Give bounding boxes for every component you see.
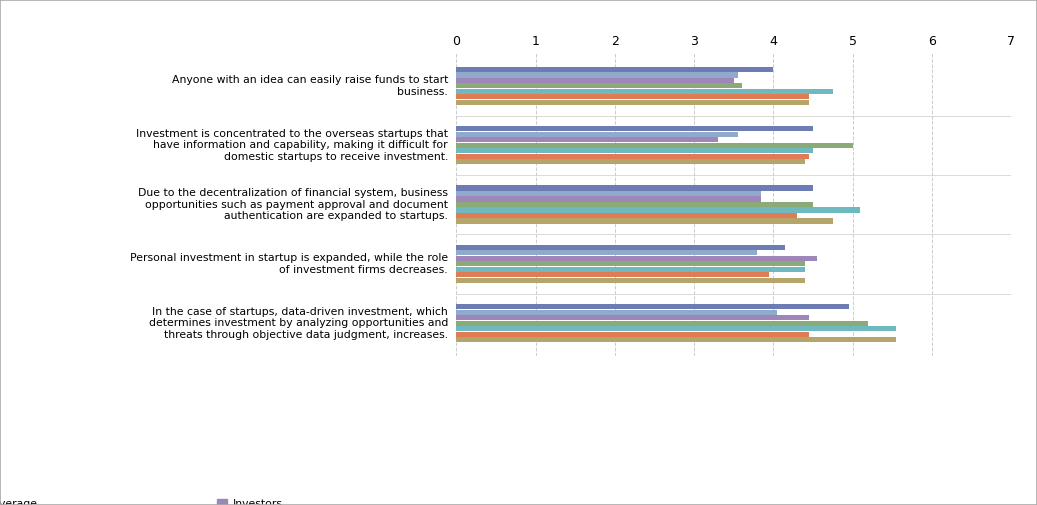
Bar	[456, 94, 809, 99]
Bar	[456, 278, 805, 283]
Bar	[456, 185, 813, 191]
Bar	[456, 310, 778, 315]
Bar	[456, 321, 868, 326]
Bar	[456, 142, 852, 148]
Bar	[456, 67, 774, 72]
Bar	[456, 218, 833, 224]
Bar	[456, 256, 817, 261]
Bar	[456, 250, 757, 256]
Bar	[456, 213, 797, 218]
Bar	[456, 245, 785, 250]
Bar	[456, 72, 737, 77]
Bar	[456, 304, 848, 309]
Bar	[456, 148, 813, 154]
Bar	[456, 100, 809, 105]
Bar	[456, 208, 861, 213]
Bar	[456, 326, 896, 331]
Bar	[456, 337, 896, 342]
Bar	[456, 202, 813, 207]
Bar	[456, 272, 769, 277]
Bar	[456, 154, 809, 159]
Bar	[456, 191, 761, 196]
Bar	[456, 89, 833, 94]
Bar	[456, 83, 741, 88]
Bar	[456, 196, 761, 201]
Bar	[456, 315, 809, 320]
Bar	[456, 126, 813, 131]
Bar	[456, 267, 805, 272]
Bar	[456, 332, 809, 337]
Legend: Overall average, Startup employee, Government / Policy makers, Startup founder /: Overall average, Startup employee, Gover…	[0, 499, 453, 505]
Bar	[456, 132, 737, 137]
Bar	[456, 78, 734, 83]
Bar	[456, 137, 718, 142]
Bar	[456, 159, 805, 164]
Bar	[456, 261, 805, 267]
